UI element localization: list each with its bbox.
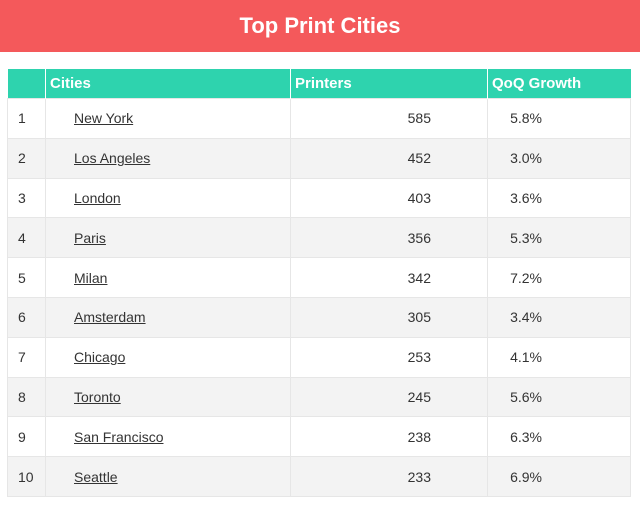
header-printers: Printers	[290, 69, 488, 99]
printers-cell: 342	[290, 257, 488, 298]
table-row: 4 Paris 356 5.3%	[7, 217, 631, 259]
qoq-growth-cell: 3.0%	[487, 137, 631, 179]
city-cell: Milan	[45, 257, 291, 298]
header-rank	[7, 69, 46, 99]
table-row: 9 San Francisco 238 6.3%	[7, 416, 631, 458]
rank-cell: 6	[7, 296, 46, 338]
city-cell: Seattle	[45, 456, 291, 497]
rank-cell: 5	[7, 257, 46, 298]
city-cell: Los Angeles	[45, 137, 291, 179]
title-banner: Top Print Cities	[0, 0, 640, 52]
printers-cell: 403	[290, 177, 488, 219]
rank-cell: 2	[7, 137, 46, 179]
table-row: 8 Toronto 245 5.6%	[7, 376, 631, 418]
qoq-growth-cell: 6.3%	[487, 416, 631, 458]
qoq-growth-cell: 5.8%	[487, 98, 631, 139]
city-cell: New York	[45, 98, 291, 139]
city-cell: Toronto	[45, 376, 291, 418]
header-qoq-growth: QoQ Growth	[487, 69, 631, 99]
cities-table: Cities Printers QoQ Growth 1 New York 585 5…	[7, 69, 631, 497]
table-row: 5 Milan 342 7.2%	[7, 257, 631, 298]
rank-cell: 7	[7, 336, 46, 378]
printers-cell: 245	[290, 376, 488, 418]
table-row: 3 London 403 3.6%	[7, 177, 631, 219]
table-row: 1 New York 585 5.8%	[7, 98, 631, 139]
table-header: Cities Printers QoQ Growth	[7, 69, 631, 99]
qoq-growth-cell: 5.3%	[487, 217, 631, 259]
header-cities: Cities	[45, 69, 291, 99]
city-link[interactable]: Seattle	[74, 468, 118, 485]
table-row: 7 Chicago 253 4.1%	[7, 336, 631, 378]
city-cell: Chicago	[45, 336, 291, 378]
city-cell: Paris	[45, 217, 291, 259]
city-link[interactable]: New York	[74, 110, 134, 127]
city-cell: San Francisco	[45, 416, 291, 458]
printers-cell: 253	[290, 336, 488, 378]
qoq-growth-cell: 4.1%	[487, 336, 631, 378]
city-link[interactable]: Paris	[74, 229, 106, 246]
rank-cell: 8	[7, 376, 46, 418]
rank-cell: 4	[7, 217, 46, 259]
table-row: 6 Amsterdam 305 3.4%	[7, 296, 631, 338]
header-row: Cities Printers QoQ Growth	[7, 69, 631, 99]
city-link[interactable]: San Francisco	[74, 428, 164, 445]
printers-cell: 238	[290, 416, 488, 458]
qoq-growth-cell: 7.2%	[487, 257, 631, 298]
printers-cell: 305	[290, 296, 488, 338]
qoq-growth-cell: 3.6%	[487, 177, 631, 219]
table-body: 1 New York 585 5.8% 2 Los Angeles 452 3.0% 3 Lond…	[7, 98, 631, 497]
printers-cell: 452	[290, 137, 488, 179]
page-title: Top Print Cities	[239, 13, 401, 38]
printers-cell: 585	[290, 98, 488, 139]
rank-cell: 9	[7, 416, 46, 458]
printers-cell: 233	[290, 456, 488, 497]
qoq-growth-cell: 6.9%	[487, 456, 631, 497]
qoq-growth-cell: 5.6%	[487, 376, 631, 418]
city-link[interactable]: London	[74, 189, 121, 206]
qoq-growth-cell: 3.4%	[487, 296, 631, 338]
rank-cell: 3	[7, 177, 46, 219]
city-link[interactable]: Los Angeles	[74, 150, 151, 167]
cities-table-container: Cities Printers QoQ Growth 1 New York 585 5…	[7, 69, 631, 497]
city-link[interactable]: Toronto	[74, 388, 121, 405]
city-link[interactable]: Chicago	[74, 349, 126, 366]
printers-cell: 356	[290, 217, 488, 259]
city-cell: Amsterdam	[45, 296, 291, 338]
rank-cell: 10	[7, 456, 46, 497]
table-row: 2 Los Angeles 452 3.0%	[7, 137, 631, 179]
city-link[interactable]: Milan	[74, 269, 108, 286]
city-cell: London	[45, 177, 291, 219]
table-row: 10 Seattle 233 6.9%	[7, 456, 631, 497]
city-link[interactable]: Amsterdam	[74, 309, 146, 326]
rank-cell: 1	[7, 98, 46, 139]
